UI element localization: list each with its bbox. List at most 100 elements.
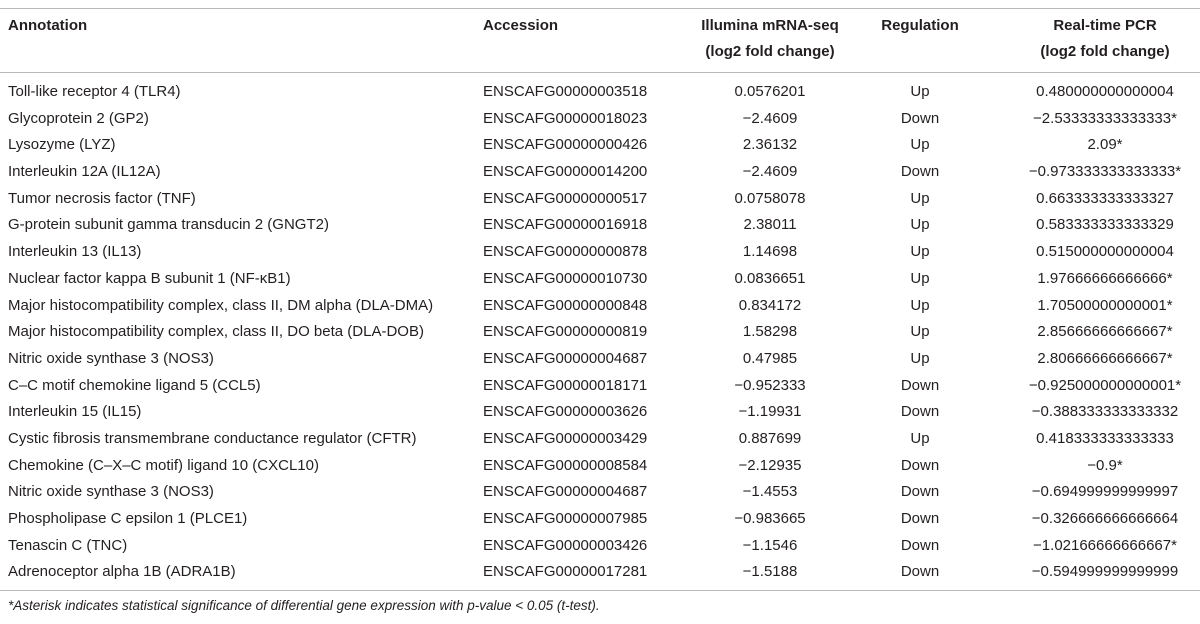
regulation-cell: Down xyxy=(900,563,940,581)
annotation-cell: G-protein subunit gamma transducin 2 (GN… xyxy=(8,216,329,234)
header-pcr-line2: (log2 fold change) xyxy=(1040,43,1170,60)
illumina-cell: −1.1546 xyxy=(742,536,798,554)
regulation-cell: Up xyxy=(910,349,930,367)
illumina-cell: 2.38011 xyxy=(743,216,797,234)
table-row: Glycoprotein 2 (GP2) ENSCAFG00000018023 −2… xyxy=(0,106,1200,133)
pcr-cell: 0.418333333333333 xyxy=(1036,429,1174,447)
pcr-cell: 1.70500000000001* xyxy=(1037,296,1173,314)
illumina-cell: 1.58298 xyxy=(742,323,798,341)
header-accession-text: Accession xyxy=(483,17,559,34)
accession-cell: ENSCAFG00000003626 xyxy=(483,403,648,421)
header-annotation-text: Annotation xyxy=(8,17,88,34)
regulation-cell: Up xyxy=(910,429,930,447)
pcr-cell: 0.515000000000004 xyxy=(1036,243,1174,261)
table-row: Cystic fibrosis transmembrane conductanc… xyxy=(0,426,1200,453)
header-illumina-line2: (log2 fold change) xyxy=(705,43,835,60)
pcr-cell: 2.85666666666667* xyxy=(1037,323,1173,341)
header-regulation-text: Regulation xyxy=(881,17,959,34)
illumina-cell: −2.12935 xyxy=(738,456,802,474)
header-illumina-line1: Illumina mRNA-seq xyxy=(701,17,839,34)
regulation-cell: Down xyxy=(900,483,940,501)
accession-cell: ENSCAFG00000000426 xyxy=(483,136,648,154)
illumina-cell: 0.0836651 xyxy=(734,269,806,287)
table-row: Interleukin 13 (IL13) ENSCAFG00000000878 1… xyxy=(0,239,1200,266)
pcr-cell: −0.388333333333332 xyxy=(1031,403,1179,421)
table-row: Toll-like receptor 4 (TLR4) ENSCAFG000000… xyxy=(0,79,1200,106)
table-body: Toll-like receptor 4 (TLR4) ENSCAFG000000… xyxy=(0,79,1200,586)
regulation-cell: Up xyxy=(910,189,930,207)
table-row: C–C motif chemokine ligand 5 (CCL5) ENSCA… xyxy=(0,373,1200,400)
annotation-cell: Tenascin C (TNC) xyxy=(8,536,128,554)
table-row: Chemokine (C–X–C motif) ligand 10 (CXCL1… xyxy=(0,453,1200,480)
accession-cell: ENSCAFG00000003426 xyxy=(483,536,648,554)
table-row: Major histocompatibility complex, class … xyxy=(0,293,1200,320)
table-header: Annotation Accession Illumina mRNA-seq (… xyxy=(0,8,1200,72)
accession-cell: ENSCAFG00000003518 xyxy=(483,83,648,100)
header-rule xyxy=(0,72,1200,73)
table-row: Phospholipase C epsilon 1 (PLCE1) ENSCAFG… xyxy=(0,506,1200,533)
regulation-cell: Down xyxy=(900,109,940,127)
illumina-cell: −2.4609 xyxy=(742,163,798,181)
regulation-cell: Up xyxy=(910,296,930,314)
regulation-cell: Up xyxy=(910,243,930,261)
table-row: Nitric oxide synthase 3 (NOS3) ENSCAFG000… xyxy=(0,346,1200,373)
bottom-rule xyxy=(0,590,1200,591)
pcr-cell: −0.9* xyxy=(1087,456,1123,474)
regulation-cell: Up xyxy=(910,136,930,154)
annotation-cell: Chemokine (C–X–C motif) ligand 10 (CXCL1… xyxy=(8,456,319,474)
regulation-cell: Down xyxy=(900,163,940,181)
annotation-cell: Cystic fibrosis transmembrane conductanc… xyxy=(8,429,417,447)
accession-cell: ENSCAFG00000004687 xyxy=(483,483,648,501)
illumina-cell: 0.887699 xyxy=(738,429,802,447)
annotation-cell: Phospholipase C epsilon 1 (PLCE1) xyxy=(8,510,248,527)
pcr-cell: 0.480000000000004 xyxy=(1036,83,1174,100)
accession-cell: ENSCAFG00000016918 xyxy=(483,216,648,234)
annotation-cell: Tumor necrosis factor (TNF) xyxy=(8,189,196,207)
table-footnote: *Asterisk indicates statistical signific… xyxy=(8,598,600,613)
table-row: Major histocompatibility complex, class … xyxy=(0,319,1200,346)
annotation-cell: Toll-like receptor 4 (TLR4) xyxy=(8,83,181,100)
pcr-cell: −1.02166666666667* xyxy=(1033,536,1177,554)
header-pcr: Real-time PCR (log2 fold change) xyxy=(1010,13,1200,65)
annotation-cell: Interleukin 12A (IL12A) xyxy=(8,163,161,181)
table-row: Nitric oxide synthase 3 (NOS3) ENSCAFG000… xyxy=(0,479,1200,506)
pcr-cell: 0.583333333333329 xyxy=(1036,216,1174,234)
regulation-cell: Down xyxy=(900,536,940,554)
top-rule xyxy=(0,8,1200,9)
illumina-cell: −0.952333 xyxy=(734,376,806,394)
accession-cell: ENSCAFG00000000517 xyxy=(483,189,648,207)
pcr-cell: 1.97666666666666* xyxy=(1037,269,1173,287)
illumina-cell: 0.0758078 xyxy=(734,189,806,207)
regulation-cell: Up xyxy=(910,323,930,341)
header-illumina: Illumina mRNA-seq (log2 fold change) xyxy=(680,13,860,65)
regulation-cell: Down xyxy=(900,376,940,394)
pcr-cell: −0.694999999999997 xyxy=(1031,483,1179,501)
table-row: Nuclear factor kappa B subunit 1 (NF-κB1… xyxy=(0,266,1200,293)
illumina-cell: 1.14698 xyxy=(742,243,798,261)
illumina-cell: 2.36132 xyxy=(742,136,798,154)
pcr-cell: −2.53333333333333* xyxy=(1033,109,1177,127)
annotation-cell: Interleukin 13 (IL13) xyxy=(8,243,142,261)
table-row: Adrenoceptor alpha 1B (ADRA1B) ENSCAFG000… xyxy=(0,559,1200,586)
regulation-cell: Up xyxy=(910,216,930,234)
accession-cell: ENSCAFG00000014200 xyxy=(483,163,648,181)
pcr-cell: 2.09* xyxy=(1087,136,1123,154)
pcr-cell: 0.663333333333327 xyxy=(1036,189,1174,207)
annotation-cell: Glycoprotein 2 (GP2) xyxy=(8,109,149,127)
illumina-cell: −1.4553 xyxy=(742,483,798,501)
pcr-cell: −0.326666666666664 xyxy=(1031,510,1179,527)
pcr-cell: −0.925000000000001* xyxy=(1028,376,1182,394)
illumina-cell: −2.4609 xyxy=(742,109,798,127)
annotation-cell: Lysozyme (LYZ) xyxy=(8,136,116,154)
header-accession: Accession xyxy=(483,13,558,39)
pcr-cell: −0.973333333333333* xyxy=(1028,163,1182,181)
annotation-cell: Major histocompatibility complex, class … xyxy=(8,296,434,314)
annotation-cell: Nuclear factor kappa B subunit 1 (NF-κB1… xyxy=(8,269,291,287)
table-row: Lysozyme (LYZ) ENSCAFG00000000426 2.36132 U… xyxy=(0,132,1200,159)
table-row: Tenascin C (TNC) ENSCAFG00000003426 −1.154… xyxy=(0,533,1200,560)
header-pcr-line1: Real-time PCR xyxy=(1053,17,1157,34)
annotation-cell: C–C motif chemokine ligand 5 (CCL5) xyxy=(8,376,261,394)
annotation-cell: Major histocompatibility complex, class … xyxy=(8,323,424,341)
accession-cell: ENSCAFG00000018023 xyxy=(483,109,648,127)
table-row: Interleukin 12A (IL12A) ENSCAFG0000001420… xyxy=(0,159,1200,186)
